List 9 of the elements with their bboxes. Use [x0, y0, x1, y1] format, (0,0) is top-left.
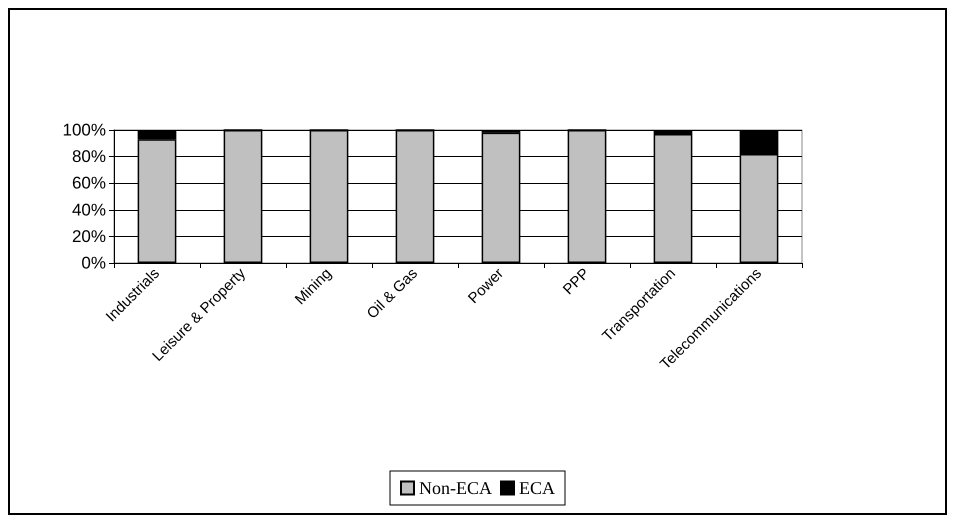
y-tick-label: 40% [72, 200, 106, 220]
x-tick-label: Oil & Gas [364, 264, 422, 322]
legend-label: ECA [518, 478, 555, 498]
y-tick-label: 100% [62, 120, 106, 140]
legend-label: Non-ECA [419, 478, 492, 498]
y-tick-label: 80% [72, 147, 106, 166]
y-tick-label: 20% [72, 226, 106, 246]
y-tick-label: 60% [72, 174, 106, 193]
y-tick-label: 0% [81, 254, 106, 272]
